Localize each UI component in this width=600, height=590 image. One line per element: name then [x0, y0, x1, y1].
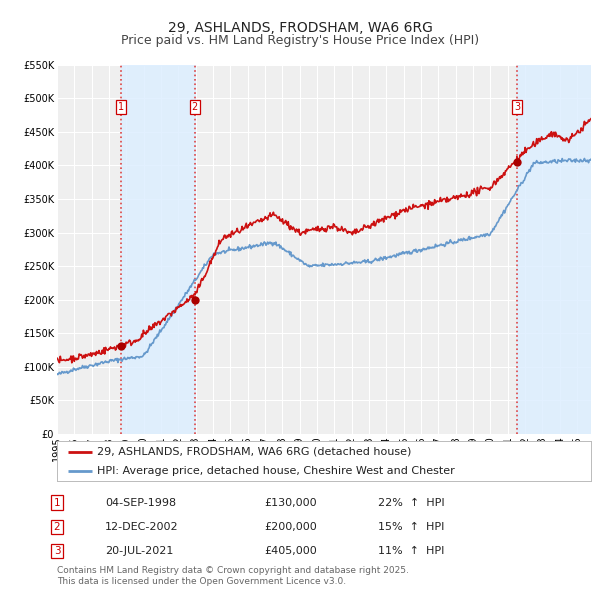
Bar: [517, 65, 591, 434]
Text: 2: 2: [53, 522, 61, 532]
Text: 3: 3: [514, 102, 520, 112]
Text: HPI: Average price, detached house, Cheshire West and Chester: HPI: Average price, detached house, Ches…: [97, 466, 455, 476]
Text: Price paid vs. HM Land Registry's House Price Index (HPI): Price paid vs. HM Land Registry's House …: [121, 34, 479, 47]
Text: 2: 2: [192, 102, 198, 112]
Text: 15%  ↑  HPI: 15% ↑ HPI: [378, 522, 445, 532]
Text: 04-SEP-1998: 04-SEP-1998: [105, 498, 176, 507]
Text: 22%  ↑  HPI: 22% ↑ HPI: [378, 498, 445, 507]
Bar: [121, 65, 195, 434]
Text: 3: 3: [53, 546, 61, 556]
Text: 12-DEC-2002: 12-DEC-2002: [105, 522, 179, 532]
Text: 29, ASHLANDS, FRODSHAM, WA6 6RG (detached house): 29, ASHLANDS, FRODSHAM, WA6 6RG (detache…: [97, 447, 412, 457]
Text: 1: 1: [118, 102, 124, 112]
Text: Contains HM Land Registry data © Crown copyright and database right 2025.
This d: Contains HM Land Registry data © Crown c…: [57, 566, 409, 586]
Text: £130,000: £130,000: [264, 498, 317, 507]
Text: £200,000: £200,000: [264, 522, 317, 532]
Text: 29, ASHLANDS, FRODSHAM, WA6 6RG: 29, ASHLANDS, FRODSHAM, WA6 6RG: [167, 21, 433, 35]
Text: £405,000: £405,000: [264, 546, 317, 556]
Text: 1: 1: [53, 498, 61, 507]
Text: 20-JUL-2021: 20-JUL-2021: [105, 546, 173, 556]
Text: 11%  ↑  HPI: 11% ↑ HPI: [378, 546, 445, 556]
